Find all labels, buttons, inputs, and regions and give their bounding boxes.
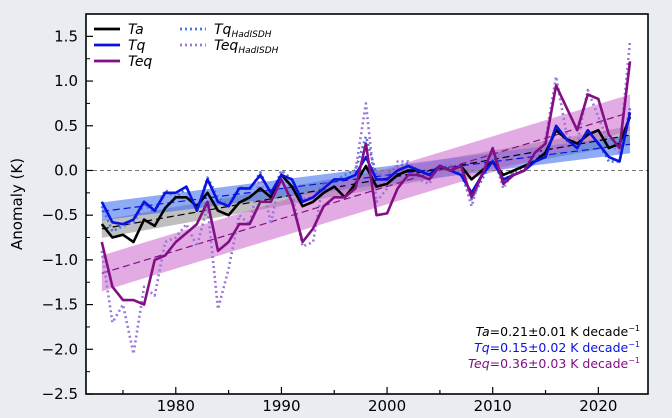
- x-tick-label: 1990: [262, 397, 300, 415]
- series-line-tq: [100, 112, 632, 226]
- series-line-teq: [100, 61, 632, 306]
- trend-annotations: Ta=0.21±0.01 K decade−1Tq=0.15±0.02 K de…: [468, 324, 640, 371]
- y-tick-label: −1.5: [42, 296, 78, 314]
- legend-subscript: HadISDH: [231, 30, 271, 40]
- trend-annotation-tq: Tq=0.15±0.02 K decade−1: [474, 340, 640, 355]
- y-axis: −2.5 −2.0 −1.5 −1.0 −0.5 0.0 0.5 1.0 1.5: [42, 27, 93, 403]
- trend-line-ta: [101, 134, 631, 230]
- trend-line-teq: [101, 111, 631, 274]
- legend-label-teq: Teq: [128, 54, 152, 70]
- annotation-variable: Teq: [468, 356, 490, 371]
- y-tick-label: −0.5: [42, 206, 78, 224]
- legend-label-tq: Tq: [128, 38, 146, 54]
- y-tick-label: 1.0: [54, 72, 78, 90]
- annotation-exponent: −1: [628, 340, 640, 349]
- annotation-value: =0.15±0.02 K decade: [490, 340, 629, 355]
- trend-annotation-teq: Teq=0.36±0.03 K decade−1: [468, 356, 640, 371]
- x-tick-label: 2000: [368, 397, 406, 415]
- x-tick-label: 1980: [157, 397, 195, 415]
- annotation-value: =0.21±0.01 K decade: [490, 324, 629, 339]
- annotation-value: =0.36±0.03 K decade: [490, 356, 629, 371]
- y-tick-label: 0.5: [54, 117, 78, 135]
- annotation-exponent: −1: [628, 356, 640, 365]
- series-line-ta: [100, 116, 632, 244]
- trend-annotation-ta: Ta=0.21±0.01 K decade−1: [476, 324, 640, 339]
- y-tick-label: 0.0: [54, 161, 78, 179]
- plot-frame: [85, 13, 649, 395]
- y-tick-label: 1.5: [54, 27, 78, 45]
- x-tick-label: 2010: [474, 397, 512, 415]
- y-tick-label: −2.5: [42, 385, 78, 403]
- series-lines: [100, 40, 632, 356]
- y-tick-label: −2.0: [42, 340, 78, 358]
- y-tick-label: −1.0: [42, 251, 78, 269]
- annotation-variable: Tq: [474, 340, 490, 355]
- y-axis-label: Anomaly (K): [8, 158, 26, 250]
- legend-label-ta: Ta: [128, 22, 144, 38]
- x-axis: 1980 1990 2000 2010 2020: [122, 387, 617, 415]
- x-tick-label: 2020: [579, 397, 617, 415]
- annotation-variable: Ta: [476, 324, 490, 339]
- legend-subscript: HadISDH: [238, 46, 278, 56]
- annotation-exponent: −1: [628, 324, 640, 333]
